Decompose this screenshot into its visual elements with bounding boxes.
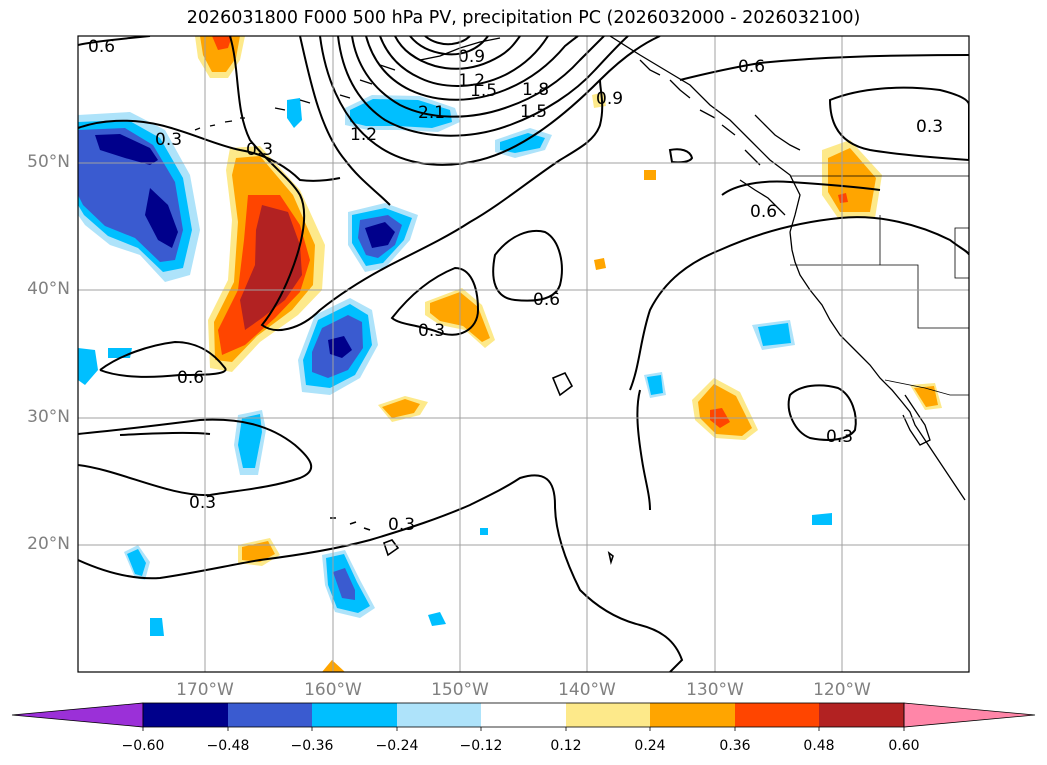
contour-label: 1.5 [520,102,547,122]
contour-label: 0.3 [246,140,273,160]
neg-anomaly-small-5 [480,528,488,535]
contour-label: 0.3 [418,321,445,341]
colorbar-tick-label: 0.36 [719,738,751,754]
colorbar-outline [142,702,905,728]
pos-anomaly-top-l2 [200,36,240,72]
contour-label: 0.6 [88,37,115,57]
neg-anomaly-160w-16n-l3 [333,568,355,600]
colorbar-segment [735,703,819,727]
contour-label: 2.1 [418,103,445,123]
pos-anomaly-166w-19n-l2 [242,541,275,562]
colorbar-tick-label: 0.48 [803,738,835,754]
colorbar-tick-label: −0.60 [121,738,165,754]
precip-anomaly-shading [78,36,942,672]
colorbar-tick-label: −0.48 [206,738,250,754]
contour-label: 0.3 [388,515,415,535]
neg-anomaly-small-4 [428,612,446,626]
colorbar-segment [650,703,735,727]
colorbar-tick-label: −0.24 [375,738,419,754]
lon-label-150w: 150°W [431,680,489,700]
contour-label: 0.9 [596,89,623,109]
contour-label: 1.8 [522,80,549,100]
neg-anomaly-small-1 [287,98,302,128]
lon-label-170w: 170°W [176,680,234,700]
neg-anomaly-north-l2 [350,99,452,128]
neg-anomaly-175w-18n-l2 [127,549,146,576]
map-title: 2026031800 F000 500 hPa PV, precipitatio… [186,8,861,28]
lon-label-130w: 130°W [686,680,744,700]
contour-label-group: 0.6 0.3 0.9 1.2 1.5 1.8 1.5 2.1 1.2 0.9 … [88,37,943,535]
pos-anomaly-116w-l2 [914,386,938,407]
contour-label: 0.3 [916,117,943,137]
pos-anomaly-small-7 [644,170,656,180]
colorbar-tick-label: −0.12 [459,738,503,754]
neg-anomaly-west-edge [78,348,98,385]
lat-label-30n: 30°N [27,407,70,427]
contour-label: 0.6 [750,202,777,222]
colorbar-tick-label: 0.24 [634,738,666,754]
contour-label: 0.3 [826,427,853,447]
lon-label-120w: 120°W [813,680,871,700]
colorbar-segment [312,703,397,727]
pos-anomaly-center-l4 [240,205,302,330]
contour-label: 1.2 [350,125,377,145]
contour-label: 1.5 [470,81,497,101]
map-layers: 0.6 0.3 0.9 1.2 1.5 1.8 1.5 2.1 1.2 0.9 … [78,36,969,672]
gridlines [78,36,969,672]
contour-label: 0.6 [177,368,204,388]
colorbar-extend-high [903,702,1036,728]
colorbar-segment [566,703,650,727]
neg-anomaly-125w-l2 [758,323,791,346]
neg-anomaly-small-3 [150,618,164,636]
pos-anomaly-120w-l3 [838,193,848,203]
neg-anomaly-168w-l2 [238,414,262,468]
pv-contours [78,36,969,672]
neg-anomaly-135w-l2 [647,375,663,395]
neg-anomaly-west-edge-2 [108,348,132,358]
contour-label: 0.9 [458,47,485,67]
pos-anomaly-157w-30n-l2 [382,399,420,418]
neg-anomaly-160w-l4 [328,336,352,358]
colorbar-segment [481,703,566,727]
contour-label: 0.3 [155,130,182,150]
pos-anomaly-130w-l2 [698,384,752,436]
map-frame [77,35,970,673]
colorbar [11,702,1036,731]
colorbar-tick-label: 0.12 [550,738,582,754]
pos-anomaly-top-l3 [212,36,232,50]
colorbar-segment [397,703,481,727]
colorbar-tick-label: −0.36 [290,738,334,754]
borders [790,175,969,396]
lat-label-20n: 20°N [27,534,70,554]
neg-anomaly-121w [812,513,832,525]
neg-anomaly-west-core3 [95,134,158,165]
neg-anomaly-west-core4 [145,188,178,248]
lon-label-160w: 160°W [304,680,362,700]
colorbar-segment [228,703,312,727]
colorbar-extend-low [11,702,144,728]
colorbar-segment [819,703,904,727]
contour-label: 0.6 [738,57,765,77]
neg-anomaly-157w-l4 [365,222,395,248]
contour-label: 0.3 [189,493,216,513]
islands [330,371,614,565]
colorbar-segment [143,703,228,727]
pos-anomaly-small-6 [594,258,606,270]
lat-label-50n: 50°N [27,152,70,172]
contour-label: 0.6 [533,290,560,310]
colorbar-tick-label: 0.60 [888,738,920,754]
lat-label-40n: 40°N [27,279,70,299]
contour-label: 1.2 [458,71,485,91]
lon-label-140w: 140°W [558,680,616,700]
